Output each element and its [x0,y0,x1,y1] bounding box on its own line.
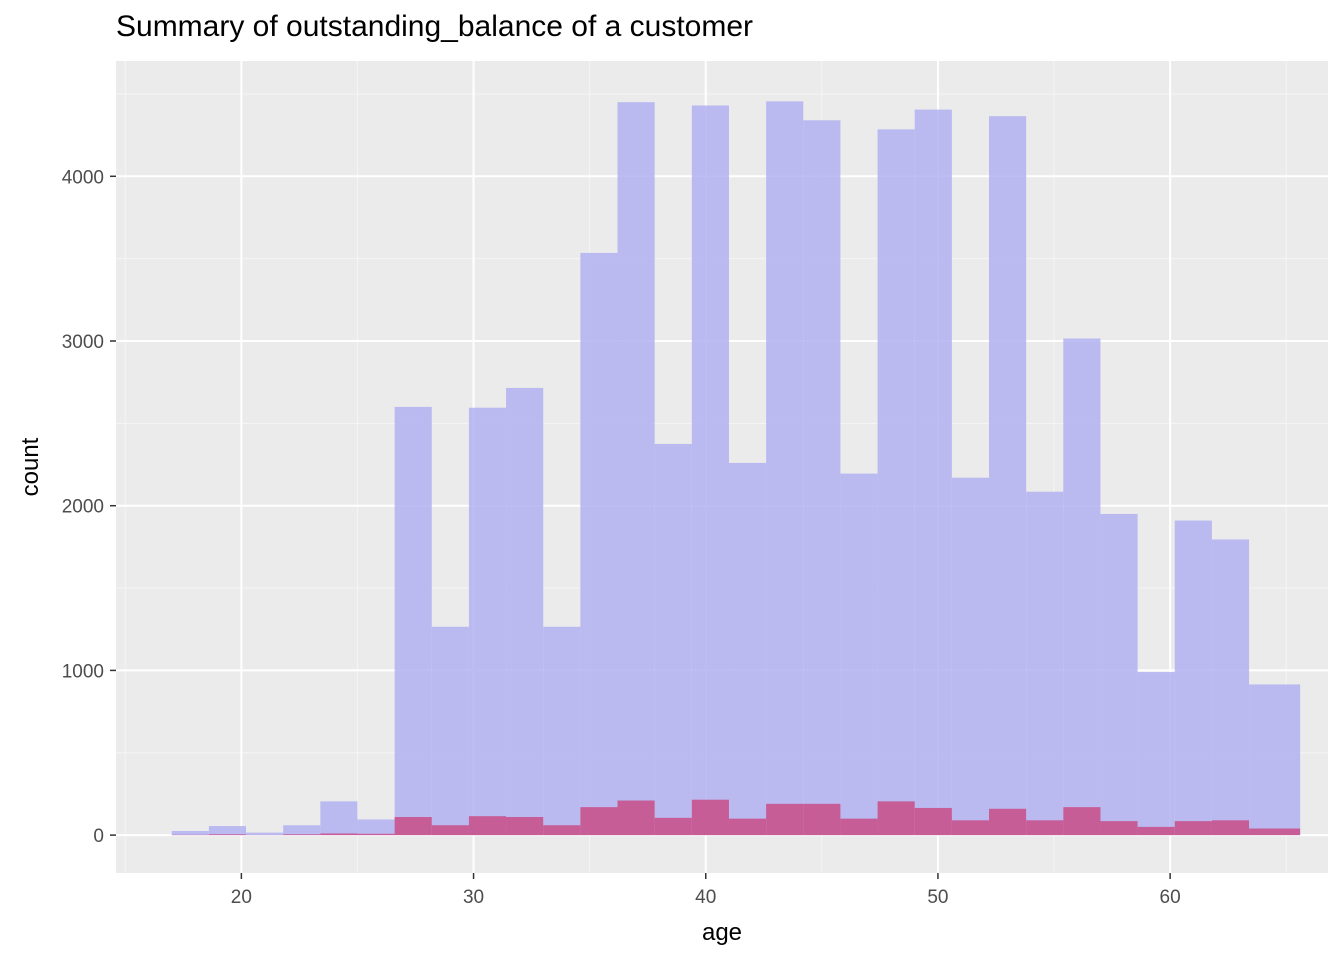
histogram-bar-all [1026,491,1064,836]
histogram-bar-all [803,120,841,836]
histogram-bar-all [914,109,952,836]
y-tick-label: 3000 [62,332,104,353]
histogram-bar-all [840,473,878,836]
histogram-bar-all [394,406,432,836]
histogram-bar-all [691,105,729,836]
histogram-bar-subset [1249,828,1301,836]
y-tick-label: 1000 [62,661,104,682]
histogram-bar-all [1174,520,1212,836]
histogram-bar-all [1211,539,1250,836]
axis-layer: 20 30 40 50 60 0 1000 2000 3000 4000 [62,167,1181,908]
histogram-bar-subset [1026,820,1064,836]
x-tick-label: 20 [231,887,252,908]
histogram-bar-subset [840,818,878,836]
histogram-bar-subset [914,807,952,836]
histogram-bar-all [580,252,618,836]
histogram-bar-all [1063,338,1101,836]
histogram-bar-subset [1211,820,1250,836]
x-tick-label: 60 [1160,887,1181,908]
histogram-bar-subset [803,803,841,836]
x-tick-label: 40 [695,887,716,908]
histogram-bar-subset [394,817,432,836]
histogram-bar-subset [617,800,655,836]
histogram-bar-all [1249,684,1301,836]
histogram-bar-all [989,116,1027,836]
histogram-bar-subset [989,808,1027,836]
histogram-bar-subset [1137,826,1175,836]
histogram-bar-subset [877,801,915,836]
histogram-bar-all [543,626,581,836]
histogram-bar-subset [208,834,247,836]
x-tick-label: 30 [463,887,484,908]
bars-layer [171,101,1301,836]
histogram-bar-all [506,387,544,836]
y-tick-label: 0 [93,826,104,847]
histogram-bar-subset [1100,821,1138,836]
y-axis-title: count [17,437,44,496]
histogram-bar-subset [468,816,507,836]
histogram-bar-all [1100,513,1138,836]
histogram-bar-subset [691,799,729,836]
histogram-bar-all [431,626,469,836]
histogram-bar-all [357,819,395,836]
histogram-bar-all [171,831,209,836]
histogram-bar-subset [357,833,395,836]
histogram-bar-subset [506,817,544,836]
histogram-bar-all [320,801,358,836]
histogram-bar-subset [283,834,321,836]
histogram-bar-all [877,129,915,836]
chart-title: Summary of outstanding_balance of a cust… [116,10,754,43]
histogram-bar-all [468,407,507,836]
histogram-bar-subset [654,817,692,836]
histogram-bar-all [208,826,247,836]
histogram-bar-subset [543,825,581,836]
histogram-bar-all [951,477,990,836]
histogram-bar-subset [1063,807,1101,836]
histogram-bar-all [246,832,284,836]
histogram-bar-subset [766,803,804,836]
histogram-bar-subset [320,833,358,836]
histogram-bar-all [617,102,655,836]
histogram-bar-all [728,462,767,836]
histogram-bar-all [1137,672,1175,836]
y-tick-label: 2000 [62,497,104,518]
x-axis-title: age [702,919,742,946]
histogram-bar-subset [728,818,767,836]
histogram-bar-subset [431,825,469,836]
histogram-bar-all [654,443,692,836]
histogram-bar-subset [580,807,618,836]
histogram-bar-all [766,101,804,836]
histogram-bar-all [283,825,321,836]
x-tick-label: 50 [927,887,948,908]
y-tick-label: 4000 [62,167,104,188]
histogram-bar-subset [1174,821,1212,836]
histogram-bar-subset [951,820,990,836]
